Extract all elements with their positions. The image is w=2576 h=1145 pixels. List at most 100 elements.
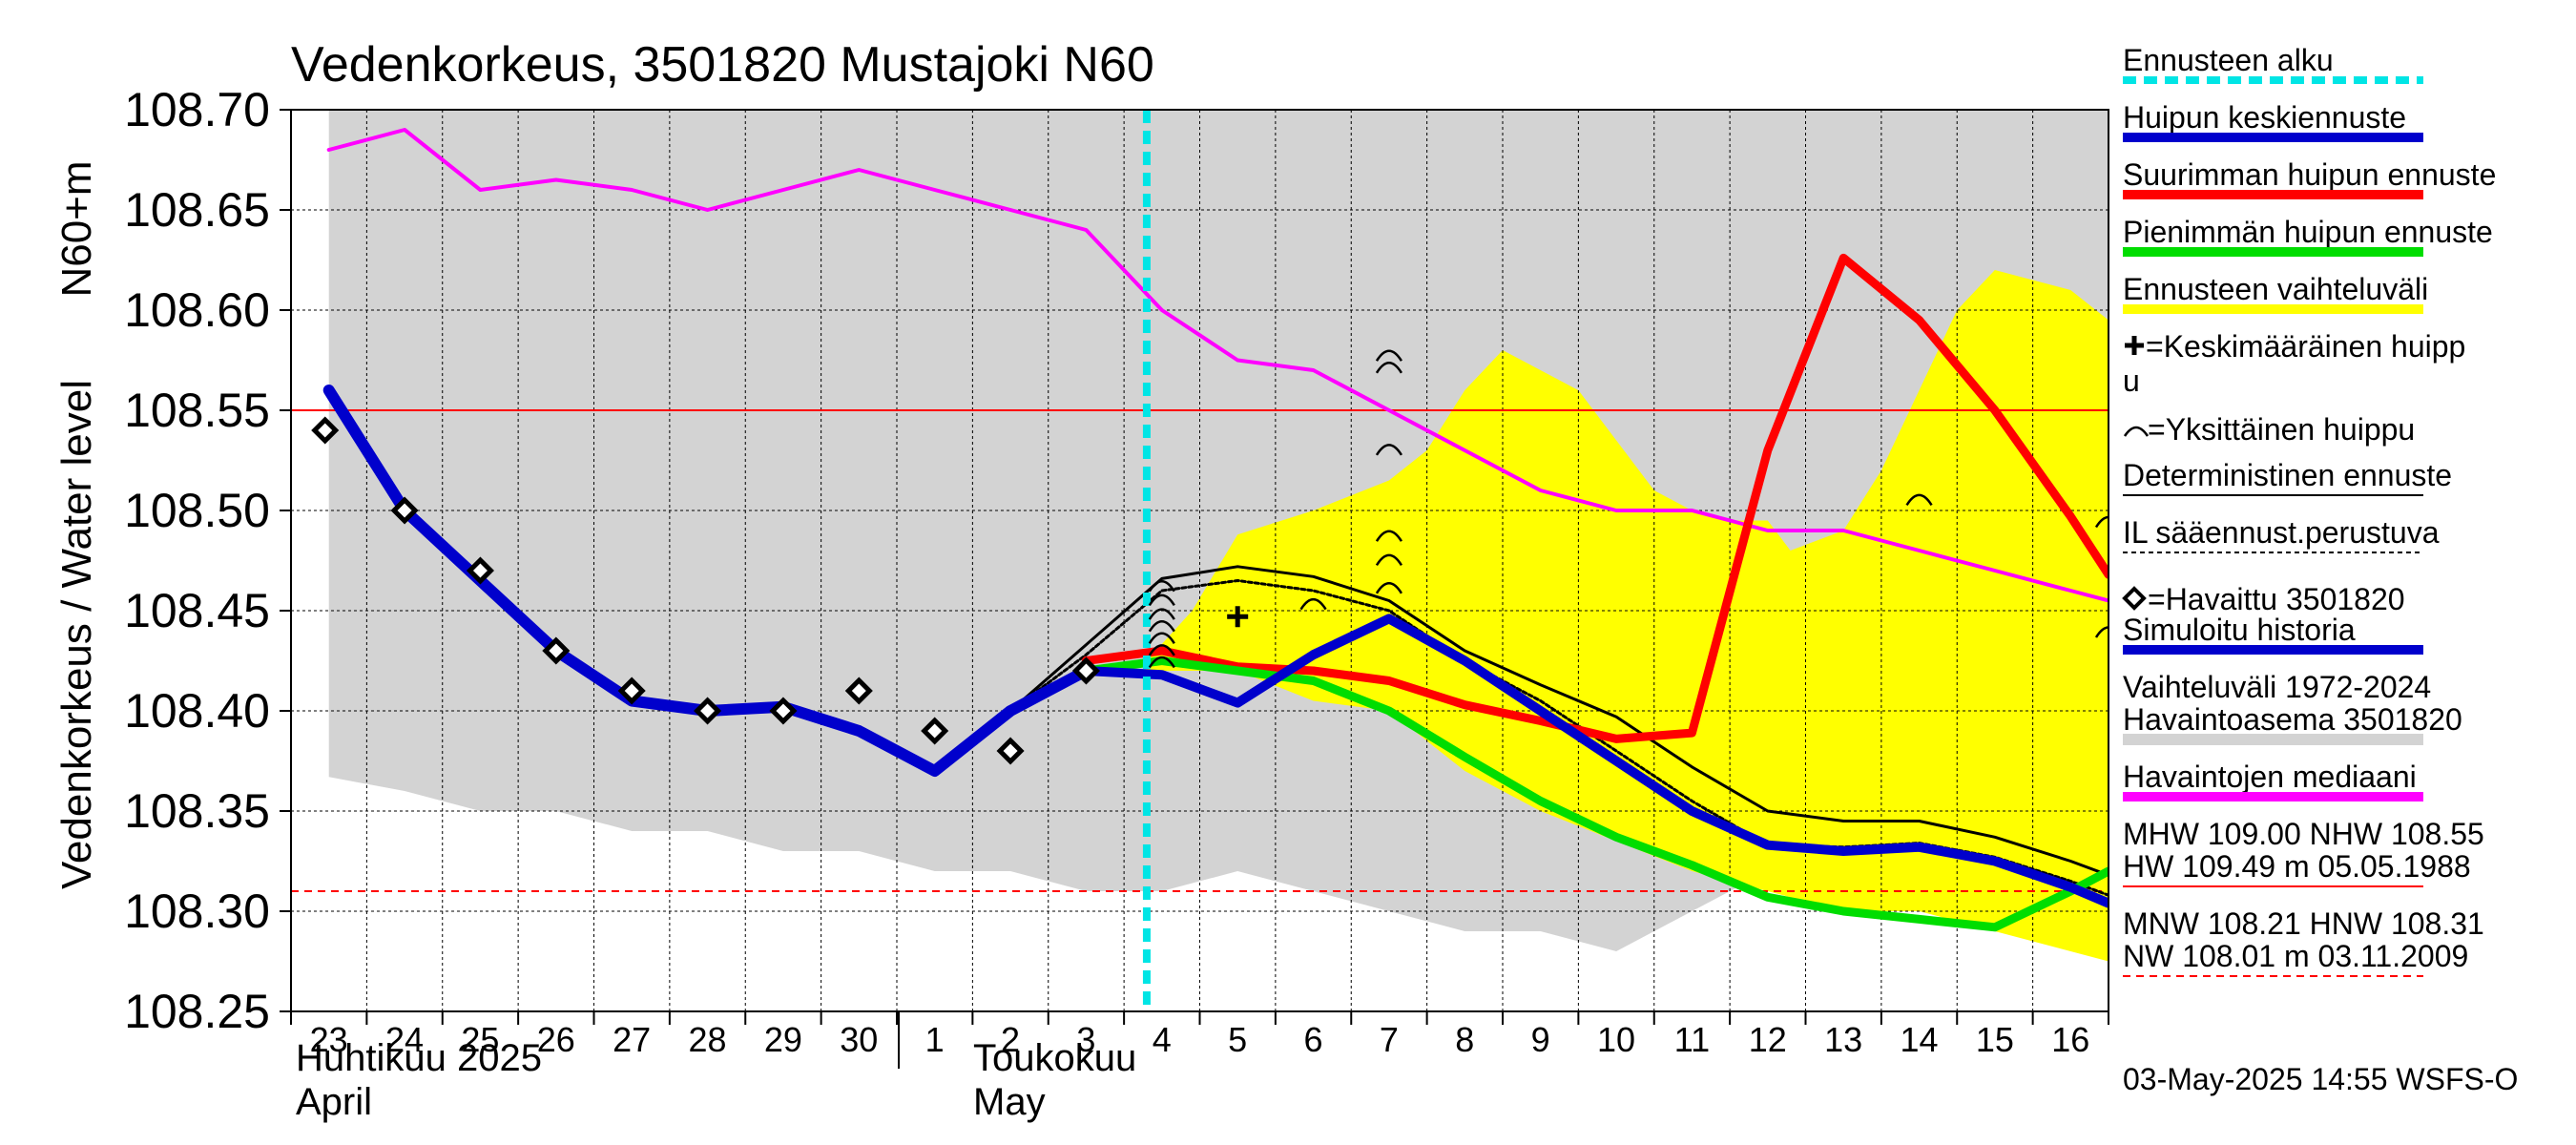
legend-label: Huipun keskiennuste [2123,100,2406,135]
legend-label: u [2123,364,2140,398]
forecast-range-band [1146,270,2109,962]
month-april-fi: Huhtikuu 2025 [296,1037,542,1079]
single-peak-marker [2094,515,2109,529]
x-tick-label: 30 [840,1020,878,1059]
single-peak-marker [1375,362,1403,374]
observed-point [844,677,873,705]
legend-item-9: =Havaittu 3501820 [2122,582,2405,616]
legend-item-1: Huipun keskiennuste [2123,100,2423,142]
median-line [326,128,2109,603]
single-peak-marker [1375,349,1403,362]
single-peak-marker [1148,608,1175,620]
legend-label: Havaintoasema 3501820 [2123,702,2462,737]
x-tick-label: 9 [1531,1020,1550,1059]
y-axis-title: Vedenkorkeus / Water level [53,380,100,889]
marker-layer [311,349,2109,765]
legend-item-7: Deterministinen ennuste [2123,458,2452,496]
x-tick-label: 5 [1228,1020,1247,1059]
legend-label: MNW 108.21 HNW 108.31 [2123,906,2484,941]
single-peak-marker [1148,593,1175,607]
legend-label: =Havaittu 3501820 [2148,582,2405,616]
x-tick-label: 12 [1749,1020,1787,1059]
legend-label: Ennusteen vaihteluväli [2123,272,2428,306]
observed-point [311,416,340,445]
reference-lines [291,409,2109,892]
legend-label: Pienimmän huipun ennuste [2123,215,2493,249]
chart-title: Vedenkorkeus, 3501820 Mustajoki N60 [291,37,1154,93]
x-tick-label: 23 [310,1020,348,1059]
footer-timestamp: 03-May-2025 14:55 WSFS-O [2123,1062,2518,1096]
legend-label: Havaintojen mediaani [2123,760,2417,794]
single-peak-marker [1148,579,1175,593]
mean-peak-marker [1227,606,1249,628]
legend-item-4: Ennusteen vaihteluväli [2123,272,2428,314]
legend-label: HW 109.49 m 05.05.1988 [2123,849,2471,884]
single-peak-marker [1375,553,1403,567]
observed-point [996,737,1025,765]
single-peak-marker [1905,493,1933,507]
mean-peak-forecast-line [1081,614,2109,908]
arc-icon [2123,426,2150,437]
x-tick-label: 24 [385,1020,424,1059]
month-may-en: May [973,1081,1046,1123]
legend-label: MHW 109.00 NHW 108.55 [2123,817,2484,851]
x-tick-label: 15 [1976,1020,2014,1059]
max-peak-forecast-line [1081,253,2109,743]
observed-point [921,717,949,745]
y-tick-label: 108.30 [124,885,270,938]
x-ticks: 23 24 25 26 27 28 29 30 1 2 3 4 5 6 7 8 9 10 11 12 13 14 15 16 [290,1011,2109,1059]
legend-label: Vaihteluväli 1972-2024 [2123,670,2431,704]
legend-item-2: Suurimman huipun ennuste [2123,157,2496,199]
x-tick-label: 3 [1076,1020,1095,1059]
legend-item-12: Havaintojen mediaani [2123,760,2423,802]
y-ticks: 108.70 108.65 108.60 108.55 108.50 108.45 108.… [124,83,291,1038]
min-peak-forecast-line [1081,656,2109,932]
legend-item-3: Pienimmän huipun ennuste [2123,215,2493,257]
legend-item-8: IL sääennust.perustuva [2123,515,2440,553]
observed-point [390,496,419,525]
x-tick-label: 8 [1455,1020,1474,1059]
x-tick-label: 14 [1901,1020,1939,1059]
y-tick-label: 108.50 [124,484,270,537]
legend-label: Ennusteen alku [2123,43,2334,77]
y-tick-label: 108.60 [124,283,270,337]
legend-item-0: Ennusteen alku [2123,43,2423,84]
legend-item-6: =Yksittäinen huippu [2123,412,2415,447]
legend: Ennusteen alku Huipun keskiennuste Suurimm… [2122,43,2496,977]
legend-item-5: =Keskimääräinen huippu [2123,329,2465,398]
month-april-en: April [296,1081,372,1123]
legend-item-10: Simuloitu historia [2123,613,2423,655]
y-tick-label: 108.40 [124,684,270,738]
observed-point [617,677,646,705]
single-peak-marker [1148,632,1175,644]
single-peak-marker [2094,626,2109,638]
x-tick-label: 27 [613,1020,651,1059]
y-axis-unit: N60+m [53,160,100,297]
single-peak-marker [1375,530,1403,542]
single-peak-marker [1375,444,1403,456]
legend-label: =Keskimääräinen huipp [2146,329,2465,364]
deterministic-forecast-line [1008,565,2109,877]
observed-point [542,636,571,665]
x-tick-label: 28 [689,1020,727,1059]
month-labels: Huhtikuu 2025 April Toukokuu May [296,1011,1136,1123]
legend-label: Simuloitu historia [2123,613,2356,647]
y-tick-label: 108.35 [124,784,270,838]
y-tick-label: 108.45 [124,584,270,637]
single-peak-marker [1375,582,1403,594]
single-peak-marker [1148,619,1175,633]
observed-point [466,556,494,585]
diamond-icon [2122,586,2147,611]
observed-point [769,697,798,725]
single-peak-marker [1148,644,1175,656]
x-tick-label: 7 [1380,1020,1399,1059]
y-tick-label: 108.70 [124,83,270,136]
grid-lines [291,110,2109,1011]
y-axis-labels: Vedenkorkeus / Water level N60+m [53,160,100,889]
legend-label: IL sääennust.perustuva [2123,515,2440,550]
x-tick-label: 11 [1674,1020,1710,1059]
series-layer [322,128,2109,932]
